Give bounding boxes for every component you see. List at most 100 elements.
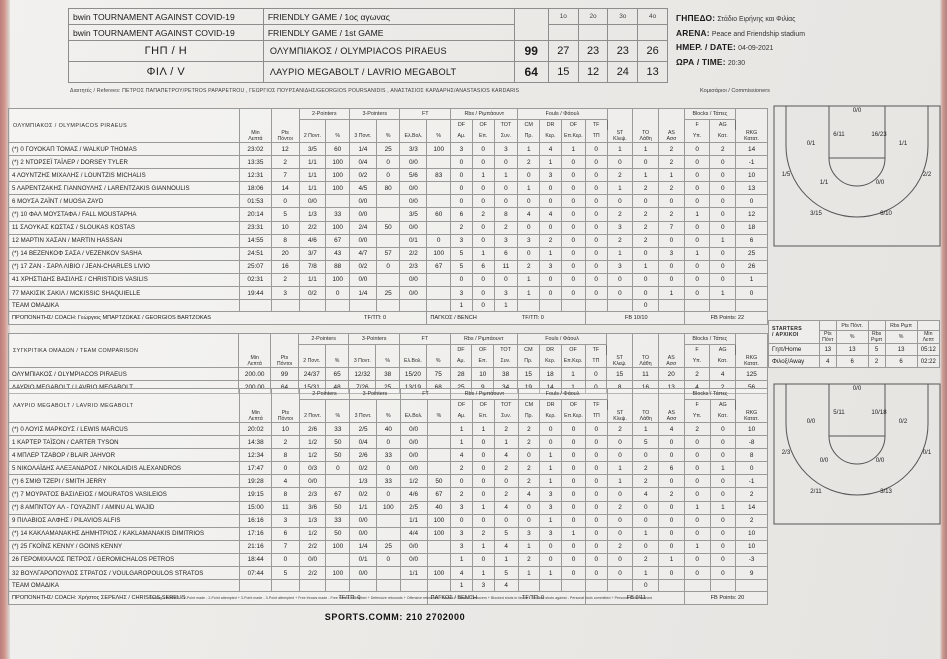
- comparison-block-ag: 4: [709, 366, 737, 382]
- table-row[interactable]: (*) 14 ΒΕΖΕΝΚΟΦ ΣΑΣΑ / VEZENKOV SASHA 24…: [7, 246, 768, 261]
- table-row[interactable]: 5 ΛΑΡΕΝΤΖΑΚΗΣ ΓΙΑΝΝΟΥΛΗΣ / LARENTZAKIS G…: [7, 181, 768, 196]
- player-foul-tf: 0: [584, 207, 608, 222]
- player-foul-of: 0: [560, 233, 586, 248]
- table-header-row-mid: DF OF TOT CM DR OF TF F AG: [9, 399, 768, 410]
- table-row[interactable]: (*) 0 ΓΟΥΟΚΑΠ ΤΟΜΑΣ / WALKUP THOMAS 23:0…: [7, 141, 768, 157]
- col-3pt-pct-lbl: %: [375, 130, 401, 143]
- table-row[interactable]: 32 ΒΟΥΛΓΑΡΟΠΟΥΛΟΣ ΣΤΡΑΤΟΣ / VOULGAROPOUL…: [7, 566, 768, 581]
- player-rb-df: 1: [450, 435, 474, 450]
- table-row[interactable]: 5 ΝΙΚΟΛΑΪΔΗΣ ΑΛΕΞΑΝΔΡΟΣ / NIKOLAIDIS ALE…: [7, 461, 768, 476]
- table-row[interactable]: (*) 0 ΛΟΥΙΣ ΜΑΡΚΟΥΣ / LEWIS MARCUS 20:02…: [7, 421, 768, 437]
- starters-home-rbs: 5: [867, 343, 886, 356]
- table-title: ΣΥΓΚΡΙΤΙΚΑ ΟΜΑΔΩΝ / TEAM COMPARISON: [7, 333, 240, 368]
- player-ft-pct: 40: [426, 500, 452, 515]
- table-row[interactable]: (*) 7 ΜΟΥΡΑΤΟΣ ΒΑΣΙΛΕΙΟΣ / MOURATOS VASI…: [7, 487, 768, 502]
- table-row[interactable]: (*) 8 ΑΜΠΝΤΟΥ ΑΛ - ΓΟΥΑΖΙΝΤ / AMINU AL W…: [7, 500, 768, 515]
- team-3pt-pct: [375, 579, 401, 593]
- player-to: 1: [632, 526, 660, 541]
- player-2pt: 1/2: [298, 448, 327, 463]
- player-st: 0: [606, 448, 634, 463]
- table-row[interactable]: 11 ΣΛΟΥΚΑΣ ΚΩΣΤΑΣ / SLOUKAS KOSTAS 23:31…: [7, 220, 768, 235]
- col-2pt-made: [297, 344, 326, 355]
- player-to: 2: [632, 233, 660, 248]
- player-rb-df: 5: [450, 246, 473, 261]
- col-rb-tot: TOT: [493, 119, 519, 130]
- player-name-cell: 11 ΣΛΟΥΚΑΣ ΚΩΣΤΑΣ / SLOUKAS KOSTAS: [7, 220, 241, 235]
- player-to: 0: [632, 286, 660, 301]
- col-foul-dr: DR: [538, 344, 562, 355]
- shot-chart-home: 0/0 6/11 16/23 0/1 1/1 1/5 2/2 1/1 0/0 3…: [773, 105, 941, 310]
- col-rkg-lbl: RKG Κατατ.: [735, 355, 768, 368]
- table-row[interactable]: 77 ΜΑΚΙΣΙΚ ΣΑΚΙΛ / MCKISSIC SHAQUIELLE 1…: [7, 286, 768, 301]
- player-ft: 3/3: [399, 141, 428, 157]
- player-st: 1: [606, 474, 634, 489]
- bench-tf: TF/ΤΠ: 0: [522, 594, 545, 601]
- player-pts: 6: [270, 526, 300, 541]
- player-pts: 7: [270, 539, 300, 554]
- col-ft-pct-lbl: %: [426, 130, 452, 143]
- comparison-2pt: 24/37: [297, 366, 326, 382]
- table-row[interactable]: (*) 10 ΦΑΛ ΜΟΥΣΤΑΦΑ / FALL MOUSTAPHA 20:…: [7, 207, 768, 222]
- player-min: 17:47: [239, 461, 272, 476]
- player-rb-tot: 6: [493, 246, 519, 261]
- col-3pt-lbl: 3 Ποντ.: [348, 355, 377, 368]
- home-right-three: 6/10: [880, 210, 892, 217]
- player-ft: 1/2: [399, 474, 428, 489]
- player-name-cell: 12 ΜΑΡΤΙΝ ΧΑΣΑΝ / MARTIN HASSAN: [7, 233, 241, 248]
- col-3pt-pct: [375, 119, 401, 130]
- player-min: 23:31: [239, 220, 272, 235]
- player-min: 17:16: [239, 526, 272, 541]
- col-rb-tot: TOT: [493, 399, 519, 410]
- col-group-ft: FT: [399, 333, 451, 345]
- table-row[interactable]: 1 ΚΑΡΤΕΡ ΤΑΪΣΟΝ / CARTER TYSON 14:38 2 1…: [7, 435, 768, 450]
- table-row[interactable]: 12 ΜΑΡΤΙΝ ΧΑΣΑΝ / MARTIN HASSAN 14:55 8 …: [7, 233, 768, 248]
- player-2pt-pct: 100: [325, 272, 351, 288]
- player-rb-df: 2: [450, 487, 474, 502]
- team-3pt: [349, 579, 377, 593]
- table-row[interactable]: (*) 25 ΓΚΟΪΝΣ ΚΕΝΝΥ / GOINS KENNY 21:16 …: [7, 539, 768, 554]
- player-st: 0: [606, 487, 634, 502]
- table-row[interactable]: ΛΑΥΡΙΟ MEGABOLT / LAVRIO MEGABOLT 200.00…: [7, 380, 768, 395]
- player-block-f: 0: [683, 461, 711, 476]
- table-row[interactable]: ΟΛΥΜΠΙΑΚΟΣ / OLYMPIACOS PIRAEUS 200.00 9…: [7, 366, 768, 382]
- starters-col-min: Min Λεπτ: [916, 330, 941, 344]
- player-foul-tf: 0: [584, 155, 608, 170]
- table-row[interactable]: (*) 14 ΚΑΚΛΑΜΑΝΑΚΗΣ ΔΗΜΗΤΡΙΟΣ / KAKLAMAN…: [7, 526, 768, 541]
- player-to: 1: [632, 168, 660, 183]
- player-rb-tot: 11: [493, 259, 519, 274]
- player-ft-pct: [426, 155, 452, 170]
- player-block-ag: 0: [709, 539, 737, 554]
- player-rb-tot: 1: [493, 168, 519, 183]
- col-2pt-pct-lbl: %: [324, 355, 350, 368]
- player-pts: 7: [270, 168, 300, 183]
- player-block-f: 0: [683, 448, 711, 463]
- table-row[interactable]: 41 ΧΡΗΣΤΙΔΗΣ ΒΑΣΙΛΗΣ / CHRISTIDIS VASILI…: [7, 272, 768, 288]
- col-as-lbl: AS Ασσ: [658, 130, 685, 143]
- col-rkg-lbl: RKG Κατατ.: [735, 410, 768, 423]
- player-foul-tf: 0: [584, 526, 608, 541]
- table-row[interactable]: 4 ΛΟΥΝΤΖΗΣ ΜΙΧΑΛΗΣ / LOUNTZIS MICHALIS 1…: [7, 168, 768, 183]
- ranking-legend: Ranking = POINTS + 2-Point made - 2-Poin…: [148, 596, 653, 600]
- player-as: 2: [658, 181, 685, 196]
- player-3pt-pct: 0: [375, 168, 401, 183]
- player-2pt-pct: 100: [325, 181, 351, 196]
- player-ft: 3/5: [399, 207, 428, 222]
- player-foul-of: 0: [561, 513, 586, 528]
- table-row[interactable]: 6 ΜΟΥΣΑ ΖΑΪΝΤ / MUOSA ZAYD 01:53 0 0/0 0…: [7, 194, 768, 209]
- starters-away-rbspct: 6: [884, 355, 918, 368]
- comparison-as: 20: [657, 366, 685, 382]
- table-row[interactable]: (*) 2 ΝΤΟΡΣΕΪ ΤΑΪΛΕΡ / DORSEY TYLER 13:3…: [7, 155, 768, 170]
- player-as: 6: [658, 461, 685, 476]
- player-rb-tot: 0: [493, 194, 519, 209]
- table-row[interactable]: 26 ΓΕΡΟΜΙΧΑΛΟΣ ΠΕΤΡΟΣ / GEROMICHALOS PET…: [7, 552, 768, 568]
- table-row[interactable]: 9 ΠΙΛΑΒΙΟΣ ΑΛΦΗΣ / PILAVIOS ALFIS 16:16 …: [7, 513, 768, 528]
- table-row[interactable]: 4 ΜΠΛΕΡ ΤΖΑΒΟΡ / BLAIR JAHVOR 12:34 8 1/…: [7, 448, 768, 463]
- player-2pt: 3/6: [298, 500, 327, 515]
- home-left-mid: 0/1: [807, 140, 816, 147]
- col-2pt-pct: [324, 344, 350, 355]
- col-ft-pct: [425, 344, 451, 355]
- col-foul-cm-lbl: Πρ.: [517, 410, 541, 423]
- table-row[interactable]: (*) 17 ΖΑΝ - ΣΑΡΛ ΛΙΒΙΟ / JEAN-CHARLES L…: [7, 259, 768, 274]
- col-as-group: [657, 333, 685, 355]
- table-row[interactable]: (*) 6 ΣΜΙΘ ΤΖΕΡΙ / SMITH JERRY 19:28 4 0…: [7, 474, 768, 489]
